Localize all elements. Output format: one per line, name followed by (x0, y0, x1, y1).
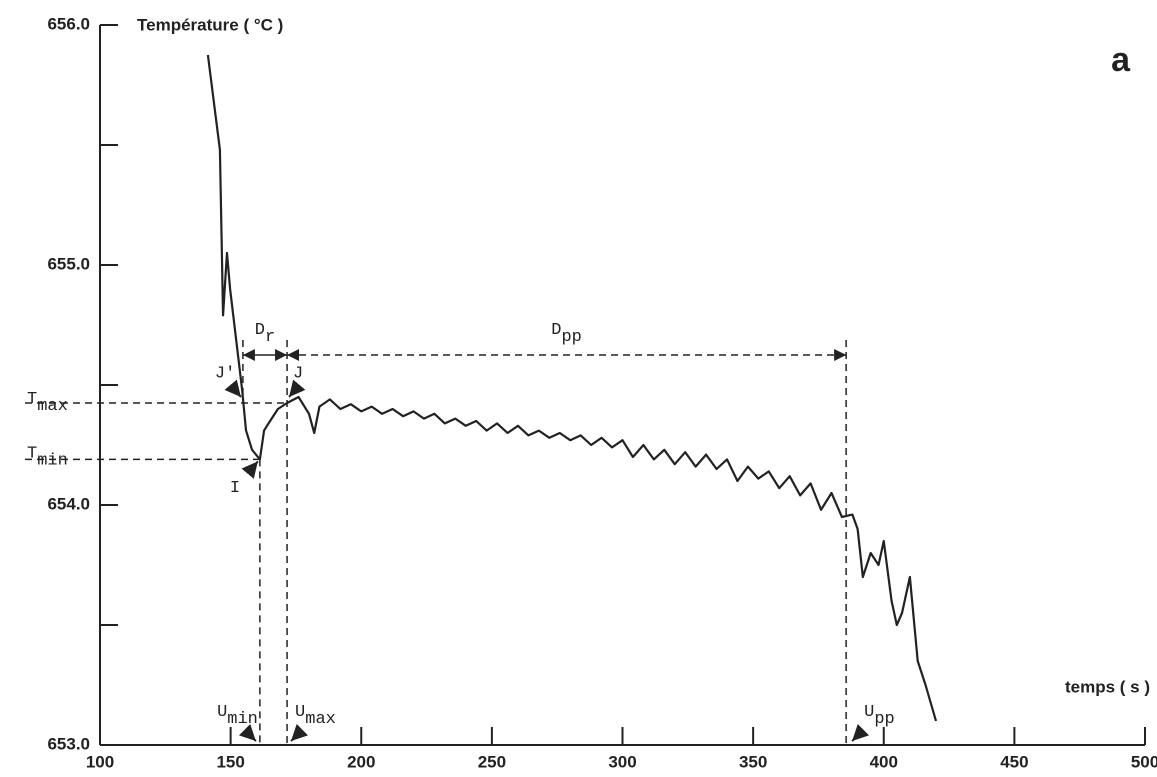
annotation-sub: pp (561, 328, 581, 347)
annotation-i: I (230, 479, 240, 498)
annotation-d-pp: Dpp (551, 321, 582, 347)
pointer (851, 724, 870, 742)
annotation-t-max: Tmax (27, 390, 68, 416)
annotation-main: U (295, 703, 305, 722)
x-tick-label: 450 (1000, 752, 1028, 771)
x-tick-label: 200 (347, 752, 375, 771)
x-tick-label: 400 (870, 752, 898, 771)
x-axis-label: temps ( s ) (1065, 677, 1150, 696)
annotation-d-r: Dr (255, 321, 275, 347)
y-tick-label: 655.0 (47, 254, 90, 273)
y-axis-label: Température ( °C ) (137, 15, 283, 34)
x-tick-label: 500 (1131, 752, 1157, 771)
annotation-j-prime: J' (215, 364, 235, 383)
data-line (206, 54, 938, 722)
annotation-sub: pp (874, 710, 894, 729)
annotation-main: D (255, 321, 265, 340)
annotation-sub: min (37, 452, 68, 471)
annotation-main: U (217, 703, 227, 722)
y-tick-label: 653.0 (47, 734, 90, 753)
annotation-sub: min (227, 710, 258, 729)
pointer (224, 379, 242, 398)
annotation-main: T (27, 390, 37, 409)
annotation-t-min: Tmin (27, 445, 68, 471)
annotation-main: T (27, 445, 37, 464)
pointer (241, 460, 259, 479)
x-tick-label: 300 (608, 752, 636, 771)
x-tick-label: 100 (86, 752, 114, 771)
chart-title: a (1111, 41, 1131, 79)
x-tick-label: 350 (739, 752, 767, 771)
annotation-u-min: Umin (217, 703, 258, 729)
x-tick-label: 150 (216, 752, 244, 771)
y-tick-label: 656.0 (47, 14, 90, 33)
annotation-sub: max (37, 397, 68, 416)
annotation-main: D (551, 321, 561, 340)
annotation-main: U (864, 703, 874, 722)
annotation-sub: max (305, 710, 336, 729)
annotation-u-pp: Upp (864, 703, 895, 729)
annotation-sub: r (265, 328, 275, 347)
y-tick-label: 654.0 (47, 494, 90, 513)
pointer (290, 724, 309, 742)
pointer (288, 379, 306, 398)
annotation-j: J (293, 364, 303, 383)
annotation-u-max: Umax (295, 703, 336, 729)
x-tick-label: 250 (478, 752, 506, 771)
pointer (238, 724, 257, 742)
